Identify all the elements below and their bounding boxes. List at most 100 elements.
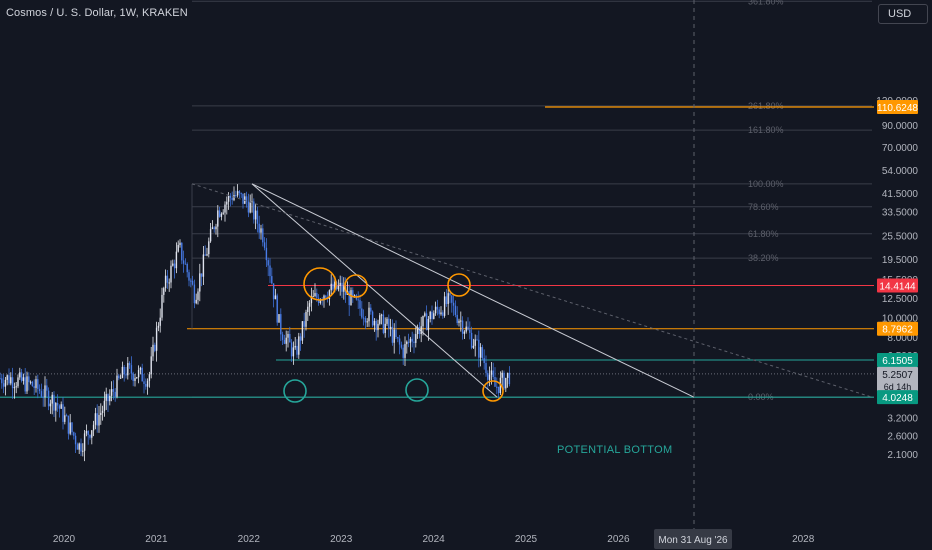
candle-body: [256, 210, 259, 224]
candle-body: [283, 339, 286, 344]
support-circle: [283, 379, 307, 403]
candle-body: [366, 321, 368, 323]
candle-body: [474, 339, 476, 346]
time-tick-label: 2028: [792, 534, 815, 545]
fib-level-label: 261.80%: [748, 101, 784, 111]
resistance-circle: [447, 273, 471, 297]
candle-body: [152, 344, 154, 357]
currency-button[interactable]: USD: [878, 4, 928, 24]
candle-body: [145, 383, 147, 387]
candle-body: [476, 339, 478, 341]
candle-body: [323, 295, 325, 301]
candle-body: [92, 424, 95, 431]
candle-body: [254, 210, 257, 220]
candle-body: [35, 379, 37, 388]
resistance-circle: [344, 274, 368, 298]
candle-body: [101, 410, 104, 413]
candle-body: [164, 275, 167, 289]
candle-body: [397, 337, 399, 339]
price-tick-label: 54.0000: [882, 166, 919, 177]
candle-body: [235, 195, 237, 197]
candle-body: [481, 347, 484, 359]
crosshair-time-label: Mon 31 Aug '26: [654, 529, 732, 549]
candle-body: [26, 376, 28, 392]
candle-body: [472, 345, 475, 348]
price-tick-label: 2.6000: [887, 431, 918, 442]
annotations: POTENTIAL BOTTOM: [283, 267, 672, 456]
candle-body: [83, 433, 86, 451]
price-tick-label: 25.5000: [882, 232, 919, 243]
candle-body: [195, 299, 197, 304]
candle-body: [150, 356, 152, 375]
candle-body: [249, 202, 251, 213]
candle-body: [433, 313, 435, 319]
candle-body: [362, 317, 365, 319]
candle-body: [431, 311, 433, 319]
candle-body: [186, 263, 188, 273]
support-circle: [405, 378, 429, 402]
candle-body: [458, 320, 460, 323]
fib-level-label: 78.60%: [748, 202, 779, 212]
price-badge-text: 4.0248: [882, 393, 913, 404]
candle-body: [373, 320, 376, 326]
candle-body: [310, 296, 313, 304]
candle-body: [91, 430, 93, 438]
candle-body: [440, 312, 442, 315]
price-badge-bg: [877, 278, 918, 293]
candle-body: [280, 314, 282, 335]
candle-body: [56, 402, 59, 406]
candle-body: [148, 374, 151, 381]
time-tick-label: 2025: [515, 534, 538, 545]
time-tick-label: 2024: [422, 534, 445, 545]
candle-body: [359, 300, 361, 309]
resistance-circle: [482, 380, 504, 402]
candle-body: [307, 306, 309, 312]
candle-body: [0, 378, 1, 380]
candle-body: [479, 347, 482, 358]
candle-body: [492, 370, 494, 377]
candle-body: [193, 284, 196, 304]
candle-body: [46, 385, 48, 391]
price-tick-label: 10.0000: [882, 313, 919, 324]
fib-level-label: 38.20%: [748, 253, 779, 263]
candle-body: [161, 294, 163, 318]
candle-body: [460, 320, 462, 322]
candle-body: [82, 450, 84, 452]
candle-body: [222, 212, 224, 214]
price-badge-text: 8.7962: [882, 325, 913, 336]
candle-body: [287, 333, 289, 338]
candle-body: [429, 311, 431, 320]
candle-body: [267, 260, 269, 266]
candle-body: [398, 338, 401, 345]
candle-body: [181, 242, 183, 261]
candle-body: [143, 381, 145, 384]
candle-body: [298, 336, 300, 355]
candle-body: [121, 366, 124, 378]
candle-body: [179, 242, 181, 246]
candle-body: [109, 395, 111, 402]
candle-body: [463, 331, 466, 334]
candle-body: [155, 327, 158, 351]
candle-body: [377, 323, 379, 331]
candle-body: [227, 195, 230, 202]
candle-body: [451, 295, 453, 303]
candle-body: [157, 325, 160, 328]
candle-body: [470, 332, 473, 348]
candle-body: [263, 242, 266, 248]
candle-body: [402, 347, 404, 358]
price-tick-label: 41.5000: [882, 189, 919, 200]
trendline-lower: [251, 183, 498, 398]
candle-body: [29, 381, 32, 383]
candle-body: [51, 394, 53, 404]
candle-body: [334, 281, 336, 290]
candle-body: [253, 201, 255, 220]
candle-body: [445, 296, 448, 304]
candle-body: [116, 375, 118, 397]
candle-body: [2, 383, 5, 387]
candle-body: [123, 366, 125, 375]
candle-body: [303, 321, 305, 327]
candle-body: [103, 400, 106, 411]
candle-body: [420, 326, 422, 335]
